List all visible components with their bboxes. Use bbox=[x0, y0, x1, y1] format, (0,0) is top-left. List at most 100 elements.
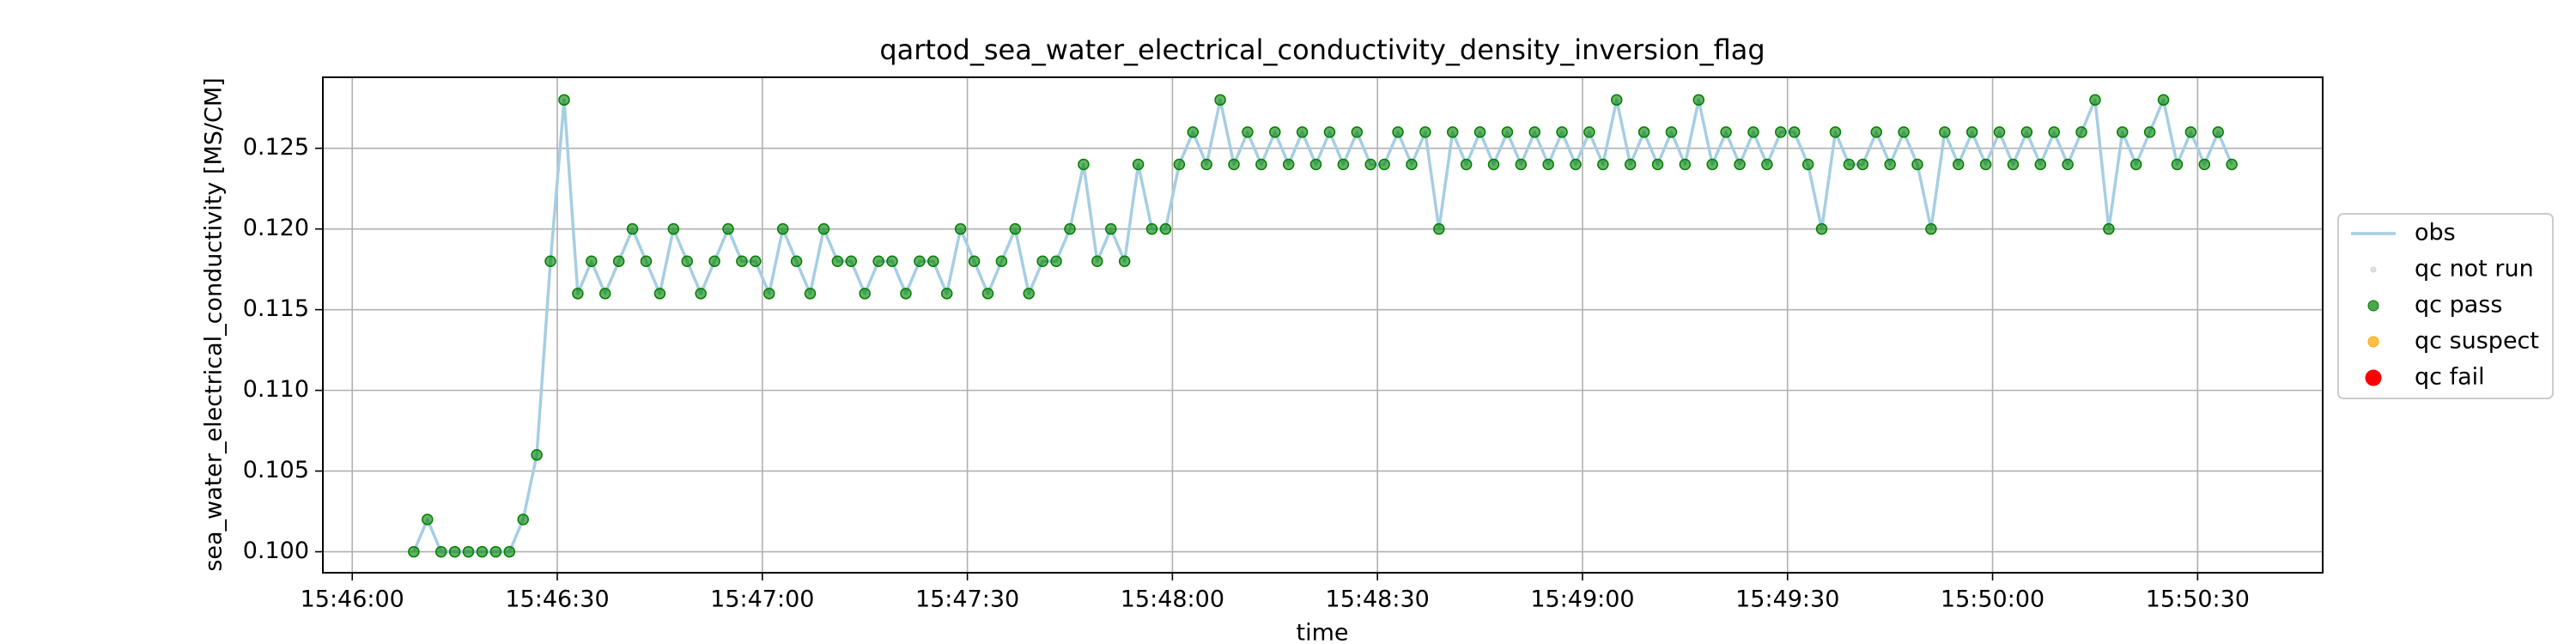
qc-point bbox=[1884, 158, 1896, 171]
x-tick-label: 15:49:00 bbox=[1530, 586, 1634, 613]
qc-point bbox=[2062, 158, 2074, 171]
legend-marker bbox=[2367, 336, 2379, 348]
qc-point bbox=[1679, 158, 1692, 171]
qc-point bbox=[1487, 158, 1500, 171]
qc-point bbox=[1665, 126, 1678, 138]
qc-point bbox=[1843, 158, 1856, 171]
qc-point bbox=[1392, 126, 1404, 138]
x-tick-label: 15:48:00 bbox=[1121, 586, 1224, 613]
qc-point bbox=[1118, 255, 1131, 268]
qc-point bbox=[927, 255, 939, 268]
qc-point bbox=[1556, 126, 1568, 138]
qc-point bbox=[736, 255, 748, 268]
qc-point bbox=[1720, 126, 1732, 138]
qc-point bbox=[408, 545, 420, 558]
qc-point bbox=[1856, 158, 1869, 171]
qc-point bbox=[2212, 126, 2224, 138]
qc-point bbox=[1692, 94, 1705, 106]
qc-point bbox=[1993, 126, 2006, 138]
qc-point bbox=[1706, 158, 1718, 171]
qc-point bbox=[1460, 158, 1473, 171]
qc-point bbox=[2184, 126, 2197, 138]
qc-point bbox=[1036, 255, 1048, 268]
qc-point bbox=[872, 255, 884, 268]
qc-point bbox=[1542, 158, 1554, 171]
qc-point bbox=[462, 545, 475, 558]
qc-point bbox=[681, 255, 694, 268]
qc-point bbox=[1570, 158, 1582, 171]
qc-point bbox=[817, 222, 830, 235]
qc-point bbox=[1651, 158, 1664, 171]
y-tick-label: 0.110 bbox=[243, 376, 309, 403]
qc-point bbox=[476, 545, 489, 558]
qc-point bbox=[1091, 255, 1103, 268]
legend-label: qc pass bbox=[2415, 292, 2502, 319]
qc-point bbox=[1023, 288, 1035, 300]
qc-point bbox=[586, 255, 598, 268]
qc-point bbox=[722, 222, 734, 235]
qc-point bbox=[1269, 126, 1281, 138]
qc-point bbox=[2143, 126, 2156, 138]
legend-label: qc suspect bbox=[2415, 328, 2539, 355]
qc-point bbox=[2171, 158, 2184, 171]
qc-point bbox=[900, 288, 912, 300]
qc-point bbox=[598, 288, 611, 300]
qc-point bbox=[572, 288, 584, 300]
qc-point bbox=[1870, 126, 1882, 138]
x-tick-label: 15:49:30 bbox=[1735, 586, 1839, 613]
qc-point bbox=[886, 255, 898, 268]
qc-point bbox=[1611, 94, 1623, 106]
qc-point bbox=[940, 288, 953, 300]
qc-point bbox=[1624, 158, 1637, 171]
qc-point bbox=[790, 255, 803, 268]
qc-point bbox=[667, 222, 680, 235]
qc-point bbox=[1050, 255, 1062, 268]
qc-point bbox=[750, 255, 762, 268]
qc-point bbox=[544, 255, 556, 268]
y-tick-label: 0.100 bbox=[243, 538, 309, 564]
qc-point bbox=[1187, 126, 1200, 138]
qc-point bbox=[1788, 126, 1801, 138]
obs-line bbox=[412, 98, 2233, 554]
qc-point bbox=[1214, 94, 1226, 106]
qc-point bbox=[1761, 158, 1773, 171]
qc-point bbox=[695, 288, 707, 300]
qc-point bbox=[1064, 222, 1076, 235]
qc-point bbox=[2007, 158, 2020, 171]
qc-point bbox=[434, 545, 447, 558]
qc-point bbox=[1323, 126, 1336, 138]
y-tick-label: 0.120 bbox=[243, 215, 309, 241]
qc-point bbox=[1898, 126, 1910, 138]
qc-point bbox=[2117, 126, 2129, 138]
y-tick-label: 0.115 bbox=[243, 295, 309, 322]
qc-point bbox=[503, 545, 516, 558]
qc-point bbox=[1351, 126, 1364, 138]
qc-point bbox=[1911, 158, 1923, 171]
qc-point bbox=[531, 449, 543, 461]
qc-point bbox=[2075, 126, 2087, 138]
qc-point bbox=[1282, 158, 1295, 171]
qc-point bbox=[1009, 222, 1022, 235]
qc-point bbox=[708, 255, 720, 268]
x-tick-label: 15:47:30 bbox=[915, 586, 1019, 613]
qc-point bbox=[1337, 158, 1350, 171]
x-tick-label: 15:47:00 bbox=[710, 586, 814, 613]
qc-point bbox=[1528, 126, 1540, 138]
legend-marker bbox=[2367, 300, 2379, 312]
qc-point bbox=[1378, 158, 1390, 171]
qc-point bbox=[1242, 126, 1254, 138]
qc-point bbox=[1406, 158, 1418, 171]
qc-point bbox=[1815, 222, 1828, 235]
qc-point bbox=[763, 288, 775, 300]
qc-point bbox=[1173, 158, 1186, 171]
qc-point bbox=[1145, 222, 1158, 235]
qc-point bbox=[1637, 126, 1650, 138]
qc-point bbox=[2103, 222, 2115, 235]
qc-point bbox=[1925, 222, 1937, 235]
x-tick-label: 15:48:30 bbox=[1326, 586, 1430, 613]
qc-point bbox=[1747, 126, 1759, 138]
qc-point bbox=[448, 545, 461, 558]
qc-point bbox=[968, 255, 981, 268]
qc-point bbox=[859, 288, 871, 300]
